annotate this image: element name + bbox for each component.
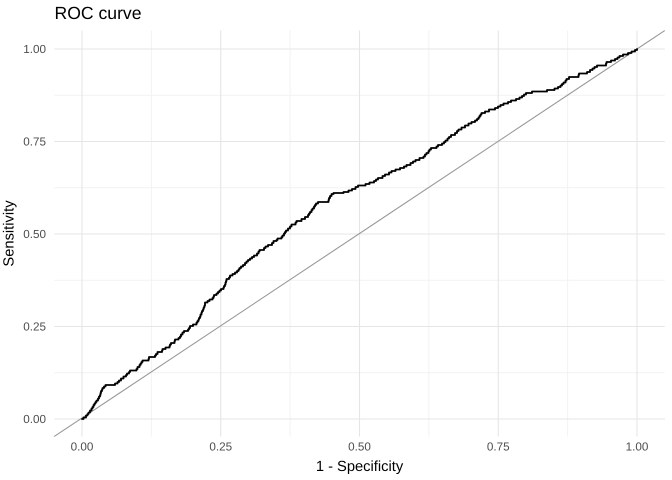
svg-text:0.25: 0.25 [209, 441, 232, 454]
svg-text:ROC curve: ROC curve [55, 3, 142, 23]
svg-text:0.00: 0.00 [71, 441, 94, 454]
svg-text:1 - Specificity: 1 - Specificity [316, 459, 404, 475]
svg-text:0.75: 0.75 [487, 441, 510, 454]
svg-text:1.00: 1.00 [626, 441, 649, 454]
svg-text:0.25: 0.25 [23, 321, 46, 334]
svg-text:0.00: 0.00 [23, 413, 46, 426]
svg-text:0.50: 0.50 [348, 441, 371, 454]
svg-text:0.75: 0.75 [23, 136, 46, 149]
svg-text:Sensitivity: Sensitivity [2, 200, 18, 267]
svg-text:0.50: 0.50 [23, 228, 46, 241]
svg-text:1.00: 1.00 [23, 43, 46, 56]
